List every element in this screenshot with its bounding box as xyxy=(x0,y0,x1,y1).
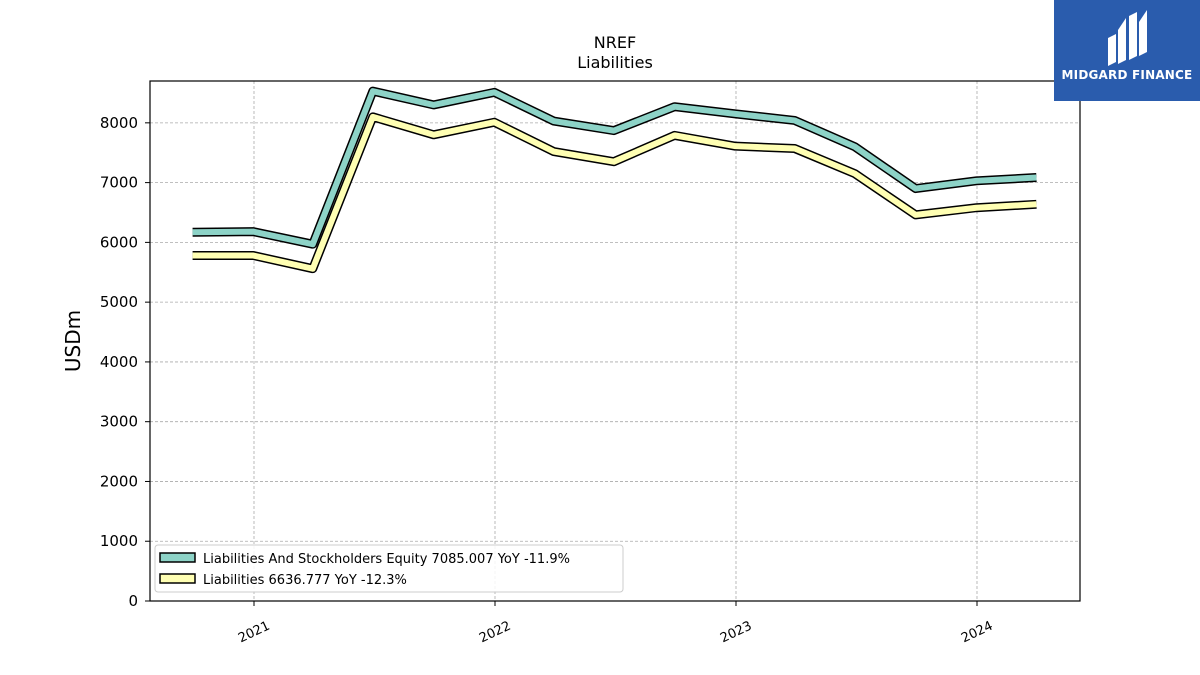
x-tick-label: 2022 xyxy=(477,619,513,647)
legend: Liabilities And Stockholders Equity 7085… xyxy=(154,544,624,593)
chart-subtitle: Liabilities xyxy=(577,53,653,72)
y-tick-label: 5000 xyxy=(100,293,138,311)
series-layer xyxy=(192,86,1037,274)
y-tick-label: 4000 xyxy=(100,353,138,371)
y-tick-label: 6000 xyxy=(100,233,138,251)
y-axis-label: USDm xyxy=(61,310,85,372)
series-line-0 xyxy=(192,88,1037,248)
legend-swatch-liabilities xyxy=(159,573,196,584)
y-tick-label: 2000 xyxy=(100,472,138,490)
legend-label-liabilities: Liabilities 6636.777 YoY -12.3% xyxy=(203,573,407,588)
grid xyxy=(150,81,1080,602)
logo-text: MIDGARD FINANCE xyxy=(1061,68,1193,82)
brand-logo: MIDGARD FINANCE xyxy=(1054,0,1200,101)
x-axis-ticks: 2021 2022 2023 2024 xyxy=(236,601,995,646)
series-line-1 xyxy=(192,113,1037,272)
y-tick-label: 8000 xyxy=(100,114,138,132)
x-tick-label: 2023 xyxy=(718,619,754,647)
y-tick-label: 0 xyxy=(128,592,138,610)
y-tick-label: 7000 xyxy=(100,174,138,192)
legend-box xyxy=(154,544,624,593)
x-tick-label: 2021 xyxy=(236,619,272,647)
legend-swatch-equity xyxy=(159,552,196,563)
y-tick-label: 3000 xyxy=(100,413,138,431)
plot-frame xyxy=(149,80,1081,602)
x-tick-label: 2024 xyxy=(959,619,995,647)
chart-title: NREF xyxy=(594,33,636,52)
logo-mark-icon xyxy=(1108,10,1147,66)
y-axis-ticks: 0 1000 2000 3000 4000 5000 6000 7000 8000 xyxy=(100,114,150,610)
y-tick-label: 1000 xyxy=(100,532,138,550)
legend-label-equity: Liabilities And Stockholders Equity 7085… xyxy=(203,552,570,567)
